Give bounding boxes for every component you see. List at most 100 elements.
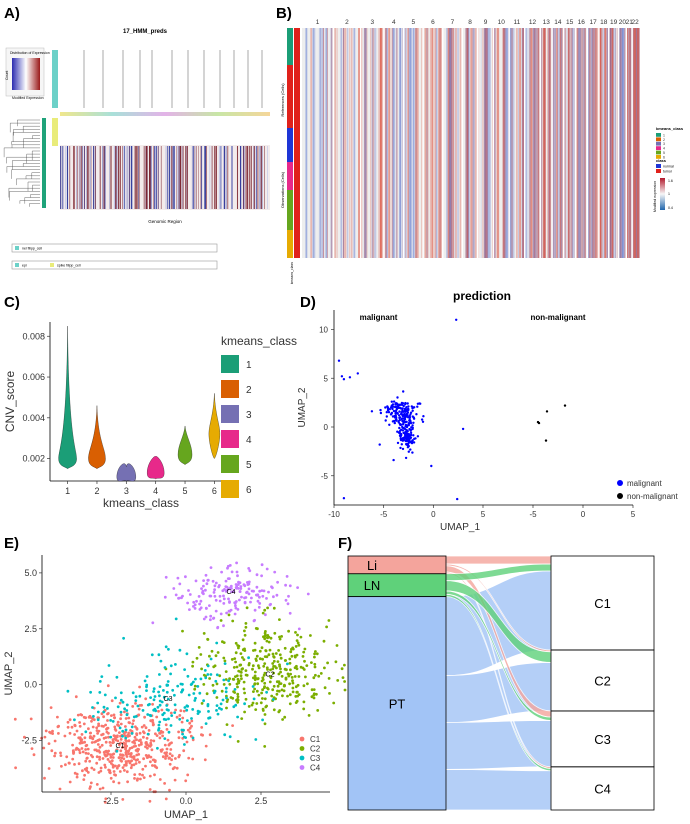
e-point-C1 (142, 757, 146, 761)
cnv-stripe (636, 28, 637, 258)
e-point-C1 (101, 757, 105, 760)
cnv-stripe (593, 28, 595, 258)
e-point-C1 (200, 733, 203, 737)
cnv-stripe (622, 28, 625, 258)
e-point-C1 (120, 756, 124, 760)
cnv-stripe (351, 28, 353, 258)
cnv-stripe (454, 28, 456, 258)
e-point-C2 (263, 685, 266, 688)
e-point-C2 (240, 717, 244, 720)
e-point-C2 (243, 633, 247, 637)
e-point-C1 (168, 752, 172, 756)
d-malignant-point (393, 421, 396, 425)
cnv-stripe (576, 28, 578, 258)
cnv-stripe (424, 28, 426, 258)
cnv-stripe (448, 28, 451, 258)
e-point-C1 (137, 707, 141, 711)
e-point-C2 (241, 656, 244, 659)
e-point-C1 (59, 754, 63, 757)
cnv-stripe (472, 28, 474, 258)
e-point-C3 (100, 675, 104, 678)
e-point-C2 (234, 641, 238, 645)
e-point-C3 (158, 685, 162, 688)
e-point-C2 (219, 619, 223, 622)
e-point-C2 (302, 650, 306, 654)
e-point-C2 (334, 660, 338, 664)
stratum-PT (347, 596, 447, 811)
cnv-stripe (584, 28, 586, 258)
cnv-stripe (627, 28, 629, 258)
chromosome-label-18: 18 (600, 19, 608, 26)
e-point-C4 (227, 597, 230, 601)
e-point-C1 (108, 741, 112, 744)
e-point-C1 (204, 744, 208, 748)
e-xlabel: UMAP_1 (164, 809, 208, 821)
cnv-stripe (426, 28, 428, 258)
e-point-C4 (275, 593, 279, 597)
e-point-C2 (307, 714, 311, 717)
e-point-C2 (290, 676, 294, 679)
e-point-C1 (129, 755, 132, 758)
chromosome-label-15: 15 (566, 19, 574, 26)
chromosome-label-14: 14 (554, 19, 562, 26)
e-point-C1 (130, 730, 134, 733)
e-point-C3 (116, 705, 120, 709)
cnv-stripe (365, 28, 367, 258)
d-title: prediction (453, 289, 511, 303)
e-point-C2 (288, 657, 292, 661)
e-point-C3 (109, 719, 112, 722)
e-point-C1 (110, 759, 114, 763)
e-point-C4 (236, 608, 240, 611)
e-point-C1 (123, 769, 126, 772)
e-point-C2 (284, 676, 288, 680)
e-point-C2 (191, 664, 195, 668)
e-point-C1 (74, 695, 78, 699)
cnv-stripe (610, 28, 612, 258)
e-point-C2 (244, 669, 248, 672)
e-point-C1 (56, 725, 60, 729)
d-malignant-point (398, 426, 401, 430)
e-point-C3 (125, 703, 129, 707)
c-legend-label-3: 3 (246, 410, 252, 421)
e-point-C1 (80, 733, 84, 736)
d-malignant-point (394, 405, 397, 408)
d-malignant-point (386, 405, 389, 408)
e-point-C2 (294, 695, 298, 698)
e-point-C3 (183, 668, 187, 671)
e-point-C2 (313, 652, 316, 656)
e-point-C3 (207, 710, 210, 713)
d-malignant-outlier (455, 318, 458, 321)
cnv-stripe (613, 28, 615, 258)
e-point-C1 (81, 750, 85, 754)
panel-f-letter: F) (338, 535, 352, 552)
e-point-C1 (134, 702, 137, 705)
e-point-C3 (254, 738, 258, 741)
e-point-C1 (188, 730, 192, 734)
cnv-stripe (591, 28, 594, 258)
cnv-stripe (636, 28, 639, 258)
d-malignant-point (416, 405, 419, 408)
e-point-C2 (289, 668, 292, 672)
e-point-C2 (261, 697, 264, 700)
e-point-C4 (187, 589, 190, 592)
d-malignant-point (419, 402, 422, 405)
e-point-C2 (202, 683, 206, 686)
cnv-stripe (609, 28, 612, 258)
d-legend-swatch-nonmalignant (617, 493, 623, 499)
cnv-stripe (322, 28, 324, 258)
cnv-stripe (568, 28, 571, 258)
e-point-C2 (288, 693, 292, 697)
kmeans-legend-swatch-5 (656, 150, 661, 155)
e-point-C1 (88, 731, 92, 735)
d-nonmalignant-point-2 (545, 410, 549, 413)
e-point-C2 (283, 715, 287, 719)
cnv-stripe (620, 28, 623, 258)
e-point-C1 (139, 738, 142, 742)
e-point-C2 (309, 634, 312, 637)
e-point-C4 (226, 566, 229, 570)
e-point-C4 (288, 584, 292, 588)
cnv-stripe (415, 28, 417, 258)
e-point-C3 (190, 717, 193, 720)
e-point-C1 (149, 760, 152, 764)
e-point-C1 (78, 751, 82, 755)
